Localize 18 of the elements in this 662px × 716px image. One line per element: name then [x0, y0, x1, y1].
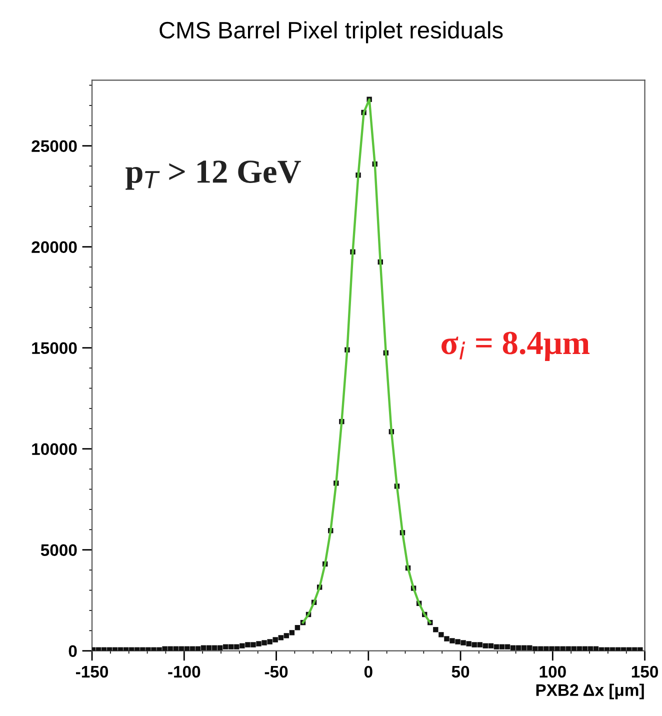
y-tick-label: 15000: [32, 342, 77, 354]
x-tick-label: -100: [168, 666, 200, 678]
chart-title: CMS Barrel Pixel triplet residuals: [160, 21, 503, 44]
y-tick-label: 10000: [32, 443, 77, 456]
x-tick-label: -150: [76, 666, 108, 678]
y-tick-label: 20000: [32, 241, 77, 254]
line-series: [302, 98, 432, 624]
x-tick-label: -50: [264, 666, 288, 678]
x-tick-label: 50: [452, 666, 470, 678]
y-tick-label: 0: [68, 645, 77, 658]
x-tick-label: 0: [364, 666, 372, 678]
x-tick-label: 100: [540, 666, 566, 678]
annotation: σ$_{i}$ = 8.4μm: [442, 332, 590, 362]
annotation: p$_{T}$ > 12 GeV: [126, 160, 301, 190]
y-tick-label: 5000: [40, 544, 77, 556]
x-axis-title: PXB2 Δx [μm]: [536, 684, 644, 700]
x-tick-label: 150: [632, 666, 658, 678]
y-tick-label: 25000: [32, 140, 77, 152]
